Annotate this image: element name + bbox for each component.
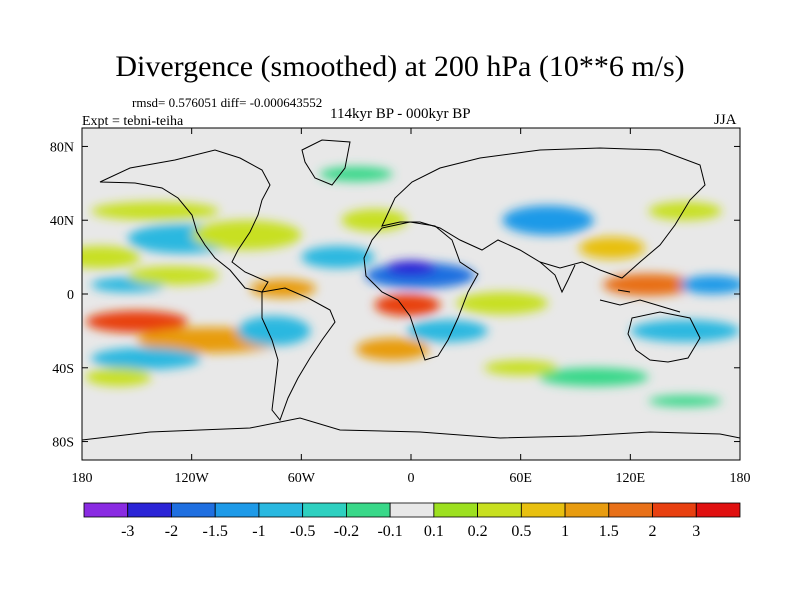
field-region	[301, 246, 375, 269]
colorbar-label: 3	[692, 523, 700, 540]
coast-africa	[363, 221, 479, 361]
field-region	[237, 316, 311, 346]
field-region	[648, 201, 722, 221]
y-tick-label: 0	[67, 288, 74, 303]
colorbar-label: -2	[165, 523, 178, 540]
field-region	[679, 275, 740, 294]
x-tick-label: 60W	[288, 471, 316, 486]
colorbar-swatch	[127, 502, 172, 518]
field-region	[602, 273, 695, 296]
field-region	[456, 292, 549, 315]
colorbar-label: -0.2	[334, 523, 359, 540]
field-region	[407, 319, 488, 342]
colorbar-swatch	[171, 502, 216, 518]
field-region	[91, 347, 201, 370]
colorbar-swatch	[695, 502, 741, 518]
colorbar-label: -3	[121, 523, 134, 540]
colorbar-label: 2	[649, 523, 657, 540]
colorbar-label: 0.5	[511, 523, 531, 540]
colorbar-swatch	[345, 502, 391, 518]
field-region	[191, 220, 302, 250]
field-region	[484, 360, 558, 376]
y-axis: 80N 40N 0 40S 80S	[50, 140, 740, 451]
colorbar-label: 0.1	[424, 523, 444, 540]
y-tick-label: 40N	[50, 214, 74, 229]
field-region	[82, 246, 141, 269]
colorbar-swatch	[652, 502, 697, 518]
colorbar-label: -1.5	[203, 523, 228, 540]
coastlines	[82, 139, 740, 441]
colorbar-label: 1.5	[599, 523, 619, 540]
colorbar-swatch	[214, 502, 260, 518]
colorbar-swatch	[520, 502, 566, 518]
field-region	[319, 166, 393, 182]
x-tick-label: 0	[408, 471, 415, 486]
colorbar-label: -0.1	[377, 523, 402, 540]
field-region	[91, 201, 220, 221]
y-tick-label: 80N	[50, 140, 74, 155]
colorbar-swatch	[302, 502, 347, 518]
x-tick-label: 60E	[509, 471, 532, 486]
x-tick-label: 120W	[175, 471, 210, 486]
colorbar-swatch	[433, 502, 479, 518]
field-region	[85, 367, 152, 387]
field-region	[630, 319, 740, 342]
x-axis: 180 120W 60W 0 60E 120E 180	[72, 128, 751, 486]
coast-indonesia	[599, 289, 681, 313]
colorbar-label: 1	[561, 523, 569, 540]
field-region	[385, 260, 437, 276]
map-title: Divergence (smoothed) at 200 hPa (10**6 …	[115, 50, 685, 83]
coast-greenland	[301, 139, 351, 186]
colorbar-swatch	[389, 502, 435, 518]
colorbar: -3 -2 -1.5 -1 -0.5 -0.2 -0.1 0.1 0.2 0.5 1 1.5 2 3	[83, 502, 741, 540]
x-tick-label: 180	[72, 471, 93, 486]
colorbar-swatch	[608, 502, 653, 518]
divergence-field	[82, 166, 740, 407]
x-tick-label: 120E	[616, 471, 646, 486]
y-tick-label: 80S	[52, 436, 74, 451]
experiment-label: Expt = tebni-teiha	[82, 114, 184, 129]
coast-north-america	[99, 149, 271, 293]
field-region	[374, 294, 441, 317]
coast-eurasia	[381, 147, 706, 279]
coast-india	[539, 261, 576, 294]
colorbar-swatch	[564, 502, 610, 518]
colorbar-label: 0.2	[468, 523, 488, 540]
field-region	[579, 236, 645, 259]
colorbar-swatch	[477, 502, 522, 518]
season-label: JJA	[714, 112, 737, 128]
field-region	[538, 367, 649, 387]
field-region	[127, 266, 220, 285]
coast-australia	[627, 311, 701, 363]
field-region	[341, 209, 408, 232]
field-region	[356, 338, 430, 361]
period-label: 114kyr BP - 000kyr BP	[330, 106, 471, 122]
field-region	[85, 310, 189, 333]
coast-south-america	[261, 287, 336, 422]
colorbar-swatch	[83, 502, 129, 518]
x-tick-label: 180	[730, 471, 751, 486]
statistics-label: rmsd= 0.576051 diff= -0.000643552	[132, 95, 323, 110]
colorbar-label: -1	[252, 523, 265, 540]
coast-antarctica	[82, 417, 740, 441]
field-region	[648, 395, 722, 407]
y-tick-label: 40S	[52, 362, 74, 377]
colorbar-swatch	[258, 502, 304, 518]
field-region	[502, 205, 594, 235]
colorbar-label: -0.5	[290, 523, 315, 540]
